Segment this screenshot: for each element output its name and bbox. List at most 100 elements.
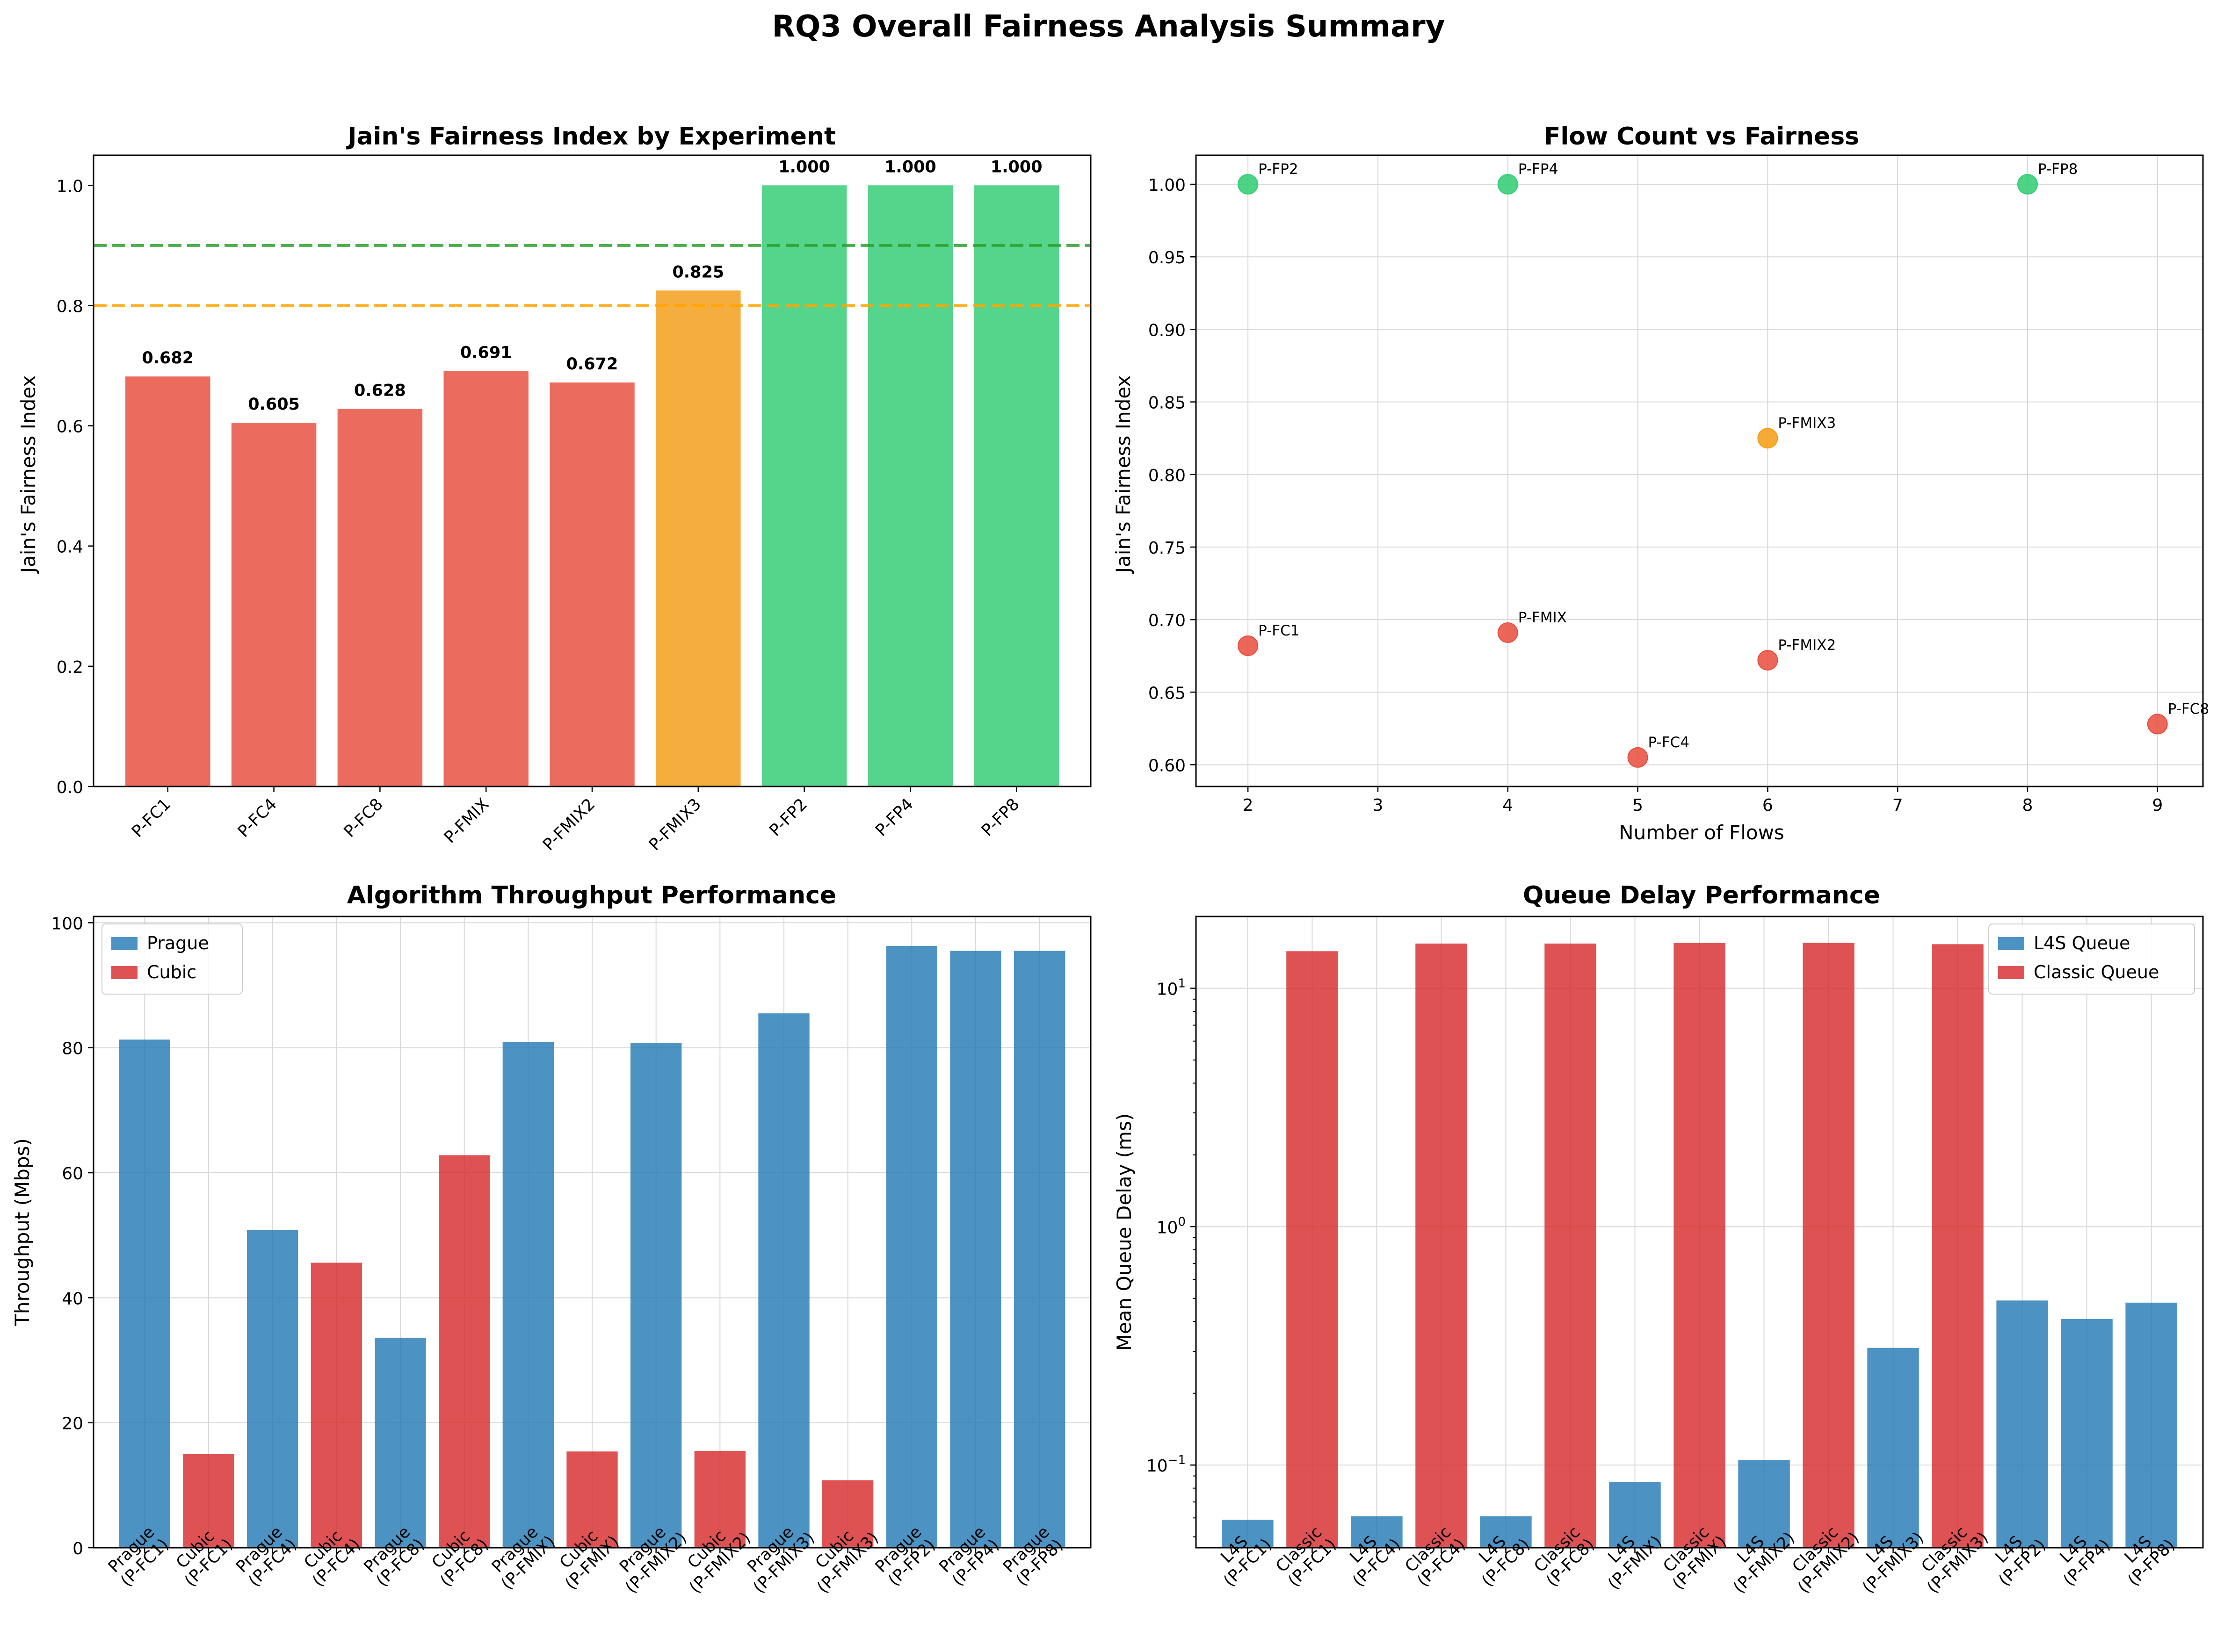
plot-frame (1195, 154, 2204, 787)
legend-label: Classic Queue (2034, 962, 2159, 982)
point-label: P-FMIX (1518, 609, 1567, 626)
chart-title: Jain's Fairness Index by Experiment (346, 123, 836, 151)
bar-Cubic (439, 1155, 490, 1548)
bar-P-FC4 (231, 423, 317, 786)
y-tick-label: 0.95 (1148, 248, 1186, 267)
bar-value-label: 1.000 (778, 158, 830, 176)
bar-P-FP8 (974, 185, 1059, 787)
chart-title: Algorithm Throughput Performance (347, 881, 836, 909)
x-tick-label: 3 (1372, 796, 1383, 815)
point-P-FMIX2 (1757, 650, 1778, 671)
y-tick-label: 0.80 (1148, 466, 1186, 485)
point-P-FMIX (1497, 622, 1518, 643)
bar-L4S (2061, 1319, 2113, 1548)
bar-P-FMIX (443, 371, 529, 786)
x-tick-label: 4 (1502, 796, 1513, 815)
y-axis-label: Mean Queue Delay (ms) (1113, 1113, 1136, 1351)
y-tick-label: 10−1 (1146, 1453, 1186, 1476)
y-tick-label: 0.70 (1148, 611, 1186, 630)
legend-label: L4S Queue (2034, 933, 2130, 953)
bar-Classic (1415, 943, 1467, 1548)
queue-delay-bar-chart: Queue Delay Performance Mean Queue Delay… (1113, 881, 2204, 1597)
bar-value-label: 0.605 (248, 395, 300, 414)
bar-value-label: 1.000 (991, 158, 1043, 176)
plot-frame (93, 154, 1092, 787)
flow-count-scatter-chart: Flow Count vs Fairness Jain's Fairness I… (1112, 123, 2209, 844)
throughput-bar-chart: Algorithm Throughput Performance Through… (11, 881, 1092, 1597)
bar-P-FMIX2 (550, 382, 635, 786)
y-tick-label: 100 (51, 914, 83, 933)
y-tick-label: 0.4 (57, 538, 83, 557)
y-tick-label: 1.0 (57, 177, 83, 196)
x-tick-label: 6 (1762, 796, 1773, 815)
x-tick-label: 2 (1243, 796, 1253, 815)
bar-Prague (758, 1013, 810, 1548)
bar-P-FC8 (337, 409, 423, 786)
figure-suptitle: RQ3 Overall Fairness Analysis Summary (772, 9, 1445, 44)
bar-P-FMIX3 (656, 290, 741, 787)
bar-value-label: 0.628 (354, 382, 406, 400)
point-P-FMIX3 (1757, 428, 1778, 449)
bar-L4S (2125, 1302, 2177, 1548)
y-tick-label: 0.0 (57, 778, 83, 797)
y-tick-label: 20 (62, 1414, 83, 1434)
bar-Classic (1803, 943, 1855, 1548)
legend-swatch (111, 966, 138, 979)
point-P-FP8 (2017, 174, 2038, 195)
bar-L4S (1996, 1300, 2048, 1548)
bar-Cubic (183, 1454, 234, 1548)
bar-Prague (630, 1043, 682, 1548)
y-tick-label: 0 (72, 1539, 83, 1558)
y-tick-label: 101 (1157, 976, 1186, 999)
bar-Cubic (311, 1262, 362, 1548)
bar-value-label: 0.825 (672, 263, 724, 281)
point-label: P-FC4 (1648, 734, 1689, 751)
point-P-FC8 (2147, 714, 2168, 735)
legend-label: Prague (147, 933, 209, 953)
bar-value-label: 0.672 (566, 355, 618, 374)
bar-value-label: 0.682 (142, 349, 194, 368)
y-tick-label: 100 (1157, 1215, 1186, 1237)
legend-swatch (111, 937, 138, 950)
point-label: P-FMIX3 (1778, 415, 1836, 432)
point-label: P-FP4 (1518, 161, 1558, 178)
x-tick-label: 8 (2022, 796, 2033, 815)
legend-label: Cubic (147, 962, 196, 982)
y-tick-label: 60 (62, 1164, 83, 1183)
y-axis-label: Throughput (Mbps) (11, 1138, 34, 1327)
y-tick-label: 40 (62, 1289, 83, 1308)
point-label: P-FP2 (1258, 161, 1298, 178)
bar-Prague (886, 945, 937, 1548)
point-P-FC4 (1627, 747, 1648, 768)
y-tick-label: 0.65 (1148, 684, 1186, 703)
y-tick-label: 80 (62, 1039, 83, 1059)
y-tick-label: 1.00 (1148, 176, 1186, 195)
point-P-FP2 (1238, 174, 1259, 195)
plot-frame (93, 916, 1092, 1549)
point-P-FC1 (1238, 635, 1259, 656)
bar-Prague (119, 1039, 170, 1548)
bar-Classic (1286, 951, 1338, 1548)
bar-Classic (1544, 943, 1596, 1548)
point-label: P-FC8 (2168, 701, 2209, 718)
bar-value-label: 1.000 (884, 158, 936, 176)
chart-title: Flow Count vs Fairness (1544, 123, 1859, 151)
bar-Cubic (694, 1450, 746, 1548)
point-label: P-FP8 (2038, 161, 2078, 178)
y-tick-label: 0.6 (57, 418, 83, 437)
y-axis-label: Jain's Fairness Index (1112, 375, 1135, 575)
bar-Cubic (822, 1480, 874, 1548)
bar-L4S (1867, 1348, 1919, 1548)
point-P-FP4 (1497, 174, 1518, 195)
bar-Prague (950, 951, 1001, 1548)
bar-Prague (502, 1042, 554, 1548)
plot-frame (1195, 916, 2204, 1549)
legend-swatch (1998, 937, 2024, 950)
bar-L4S (1222, 1520, 1274, 1548)
y-tick-label: 0.75 (1148, 539, 1186, 558)
point-label: P-FC1 (1258, 622, 1299, 639)
y-tick-label: 0.60 (1148, 756, 1186, 775)
chart-title: Queue Delay Performance (1523, 881, 1880, 909)
bar-Classic (1932, 944, 1984, 1548)
